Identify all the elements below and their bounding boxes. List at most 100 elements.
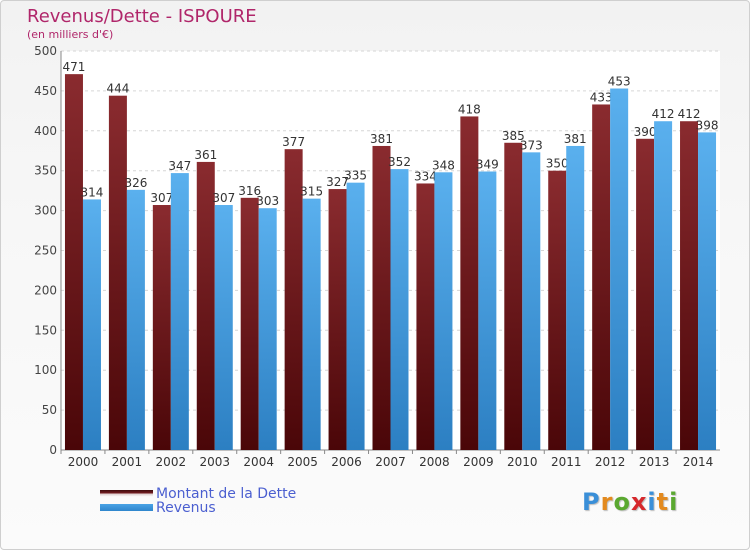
- x-tick-label: 2014: [683, 455, 714, 469]
- data-label-dette: 471: [63, 60, 86, 74]
- bar-dette: [240, 197, 259, 450]
- proxiti-logo: Proxiti: [582, 488, 678, 516]
- y-tick-label: 300: [34, 204, 57, 218]
- bar-dette: [504, 142, 523, 450]
- y-tick-label: 200: [34, 283, 57, 297]
- y-tick-label: 0: [49, 443, 57, 457]
- bar-dette: [592, 104, 611, 450]
- data-label-revenus: 412: [652, 107, 675, 121]
- data-label-revenus: 381: [564, 132, 587, 146]
- logo-letter: r: [600, 488, 614, 516]
- data-label-dette: 307: [150, 191, 173, 205]
- data-label-dette: 327: [326, 175, 349, 189]
- bar-dette: [152, 205, 171, 450]
- data-label-revenus: 352: [388, 155, 411, 169]
- bar-dette: [196, 161, 215, 450]
- data-label-revenus: 314: [81, 185, 104, 199]
- data-label-dette: 433: [590, 90, 613, 104]
- logo-letter: o: [613, 488, 631, 516]
- data-label-revenus: 453: [608, 75, 631, 89]
- logo-letter: i: [669, 488, 679, 516]
- logo-letter: P: [582, 488, 601, 516]
- bar-revenus: [478, 171, 497, 451]
- data-label-dette: 377: [282, 135, 305, 149]
- legend-swatch-revenus: [100, 504, 153, 511]
- x-tick-label: 2013: [639, 455, 670, 469]
- x-tick-label: 2006: [331, 455, 362, 469]
- x-tick-label: 2002: [156, 455, 187, 469]
- x-tick-label: 2009: [463, 455, 494, 469]
- bar-dette: [460, 116, 479, 450]
- x-tick-label: 2010: [507, 455, 538, 469]
- data-label-revenus: 303: [256, 194, 279, 208]
- bar-dette: [108, 95, 127, 451]
- data-label-revenus: 348: [432, 158, 455, 172]
- y-tick-label: 450: [34, 84, 57, 98]
- bar-revenus: [522, 152, 541, 450]
- data-label-revenus: 335: [344, 169, 367, 183]
- x-tick-label: 2011: [551, 455, 582, 469]
- x-tick-label: 2000: [68, 455, 99, 469]
- bar-revenus: [258, 208, 277, 450]
- logo-letter: t: [656, 488, 670, 516]
- chart-title: Revenus/Dette - ISPOURE: [27, 6, 257, 27]
- data-label-dette: 361: [194, 148, 217, 162]
- bar-revenus: [126, 189, 145, 451]
- data-label-revenus: 349: [476, 157, 499, 171]
- data-label-revenus: 307: [212, 191, 235, 205]
- bar-dette: [284, 149, 303, 451]
- legend-swatch-dette: [100, 490, 153, 497]
- x-tick-label: 2007: [375, 455, 406, 469]
- x-tick-label: 2005: [287, 455, 318, 469]
- data-label-revenus: 326: [124, 176, 147, 190]
- chart-subtitle: (en milliers d'€): [27, 28, 114, 41]
- data-label-revenus: 398: [696, 118, 719, 132]
- bar-revenus: [654, 121, 673, 450]
- bar-revenus: [610, 88, 629, 451]
- bar-revenus: [698, 132, 717, 450]
- bar-dette: [680, 121, 699, 450]
- data-label-revenus: 315: [300, 185, 323, 199]
- y-tick-label: 150: [34, 323, 57, 337]
- logo-letter: x: [630, 488, 648, 516]
- y-tick-label: 350: [34, 164, 57, 178]
- y-tick-label: 500: [34, 44, 57, 58]
- bar-dette: [328, 189, 347, 450]
- data-label-dette: 412: [678, 107, 701, 121]
- bar-revenus: [214, 205, 233, 450]
- logo-letter: i: [647, 488, 657, 516]
- legend-label-revenus: Revenus: [156, 500, 216, 516]
- bar-revenus: [566, 145, 585, 450]
- data-label-revenus: 347: [168, 159, 191, 173]
- data-label-dette: 385: [502, 129, 525, 143]
- bar-dette: [548, 170, 567, 450]
- data-label-dette: 390: [634, 125, 657, 139]
- x-tick-label: 2004: [243, 455, 274, 469]
- bar-revenus: [170, 173, 189, 450]
- bar-dette: [636, 138, 655, 450]
- bar-dette: [64, 74, 83, 450]
- legend-label-dette: Montant de la Dette: [156, 486, 297, 502]
- x-tick-label: 2012: [595, 455, 626, 469]
- y-tick-label: 50: [42, 403, 57, 417]
- x-tick-label: 2003: [199, 455, 230, 469]
- y-tick-label: 100: [34, 363, 57, 377]
- bar-dette: [372, 145, 391, 450]
- y-tick-label: 400: [34, 124, 57, 138]
- x-tick-label: 2008: [419, 455, 450, 469]
- bar-revenus: [346, 182, 365, 451]
- bar-revenus: [302, 198, 321, 450]
- bar-revenus: [82, 199, 101, 450]
- data-label-dette: 381: [370, 132, 393, 146]
- data-label-dette: 350: [546, 157, 569, 171]
- bar-revenus: [390, 169, 409, 450]
- data-label-dette: 334: [414, 169, 437, 183]
- data-label-dette: 444: [106, 82, 129, 96]
- data-label-dette: 418: [458, 102, 481, 116]
- data-label-dette: 316: [238, 184, 261, 198]
- y-tick-label: 250: [34, 244, 57, 258]
- x-tick-label: 2001: [112, 455, 143, 469]
- data-label-revenus: 373: [520, 138, 543, 152]
- bar-dette: [416, 183, 435, 450]
